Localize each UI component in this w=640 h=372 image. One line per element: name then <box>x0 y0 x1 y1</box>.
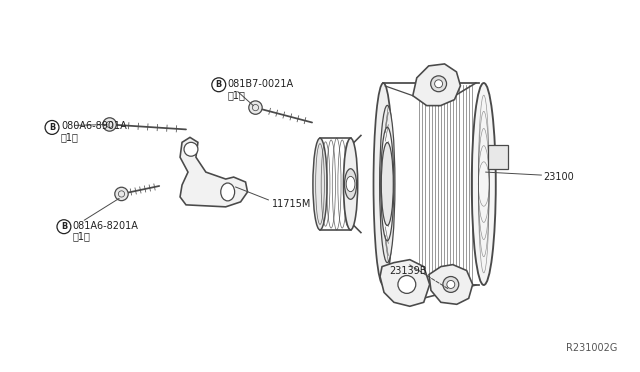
Circle shape <box>249 101 262 114</box>
Polygon shape <box>429 264 473 304</box>
Circle shape <box>45 121 59 134</box>
Text: 23139B: 23139B <box>390 266 427 276</box>
Polygon shape <box>180 137 248 207</box>
Circle shape <box>57 220 71 234</box>
Circle shape <box>443 276 459 292</box>
Text: 080A6-8901A: 080A6-8901A <box>61 121 127 131</box>
Text: 11715M: 11715M <box>273 199 312 209</box>
Ellipse shape <box>313 138 327 230</box>
Polygon shape <box>413 64 460 106</box>
Circle shape <box>212 78 226 92</box>
Circle shape <box>103 118 116 131</box>
Text: B: B <box>216 80 222 89</box>
Bar <box>488 145 508 169</box>
Ellipse shape <box>344 138 358 230</box>
Circle shape <box>184 142 198 156</box>
Ellipse shape <box>380 105 395 263</box>
Ellipse shape <box>221 183 235 201</box>
Ellipse shape <box>344 169 356 199</box>
Text: 081B7-0021A: 081B7-0021A <box>228 79 294 89</box>
Ellipse shape <box>374 83 393 285</box>
Text: （1）: （1） <box>61 132 79 142</box>
Ellipse shape <box>381 127 394 241</box>
Text: B: B <box>61 222 67 231</box>
Circle shape <box>431 76 447 92</box>
Text: （1）: （1） <box>228 90 246 100</box>
Text: R231002G: R231002G <box>566 343 618 353</box>
Ellipse shape <box>472 83 496 285</box>
Circle shape <box>115 187 128 201</box>
Ellipse shape <box>381 142 394 225</box>
Circle shape <box>447 280 455 288</box>
Ellipse shape <box>346 176 355 192</box>
Polygon shape <box>380 260 429 306</box>
Circle shape <box>398 276 416 294</box>
Text: 23100: 23100 <box>543 172 574 182</box>
Circle shape <box>435 80 443 88</box>
Text: B: B <box>49 123 55 132</box>
Text: 081A6-8201A: 081A6-8201A <box>73 221 139 231</box>
Text: （1）: （1） <box>73 232 91 242</box>
